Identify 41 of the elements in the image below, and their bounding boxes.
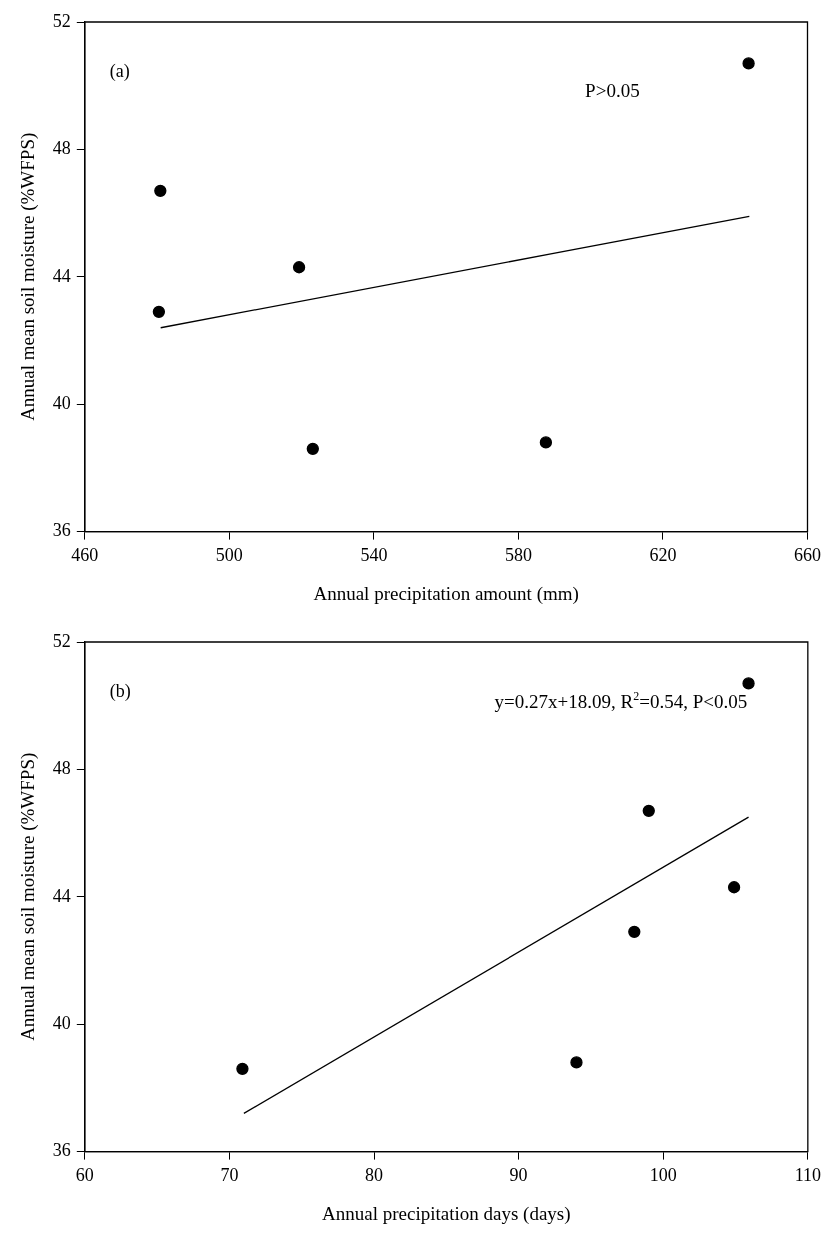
x-tick-label: 660 xyxy=(794,545,821,566)
y-axis-title: Annual mean soil moisture (%WFPS) xyxy=(17,132,40,421)
x-tick-label: 540 xyxy=(360,545,388,566)
x-tick-label: 60 xyxy=(75,1165,94,1186)
x-tick-label: 80 xyxy=(365,1165,384,1186)
y-tick-label: 52 xyxy=(52,10,71,31)
point xyxy=(742,57,755,70)
y-axis-title: Annual mean soil moisture (%WFPS) xyxy=(17,752,40,1041)
x-tick-label: 90 xyxy=(509,1165,528,1186)
point xyxy=(742,677,755,690)
point xyxy=(570,1056,583,1069)
x-tick-label: 580 xyxy=(504,545,532,566)
y-tick-label: 52 xyxy=(52,630,71,651)
x-tick-label: 70 xyxy=(220,1165,239,1186)
x-tick-label: 110 xyxy=(794,1165,822,1186)
point xyxy=(154,184,167,197)
x-axis-title: Annual precipitation amount (mm) xyxy=(313,582,579,605)
y-tick-label: 44 xyxy=(52,885,71,906)
point xyxy=(236,1062,249,1075)
point xyxy=(306,442,319,455)
y-tick-label: 40 xyxy=(52,392,71,413)
y-tick-label: 36 xyxy=(52,1140,71,1161)
point xyxy=(539,436,553,449)
y-tick-label: 48 xyxy=(52,758,71,779)
x-axis-title: Annual precipitation days (days) xyxy=(322,1202,571,1225)
y-tick-label: 40 xyxy=(52,1012,71,1033)
point xyxy=(628,925,641,938)
point xyxy=(292,261,306,274)
point xyxy=(152,305,166,318)
y-tick-label: 44 xyxy=(52,265,71,286)
y-tick-label: 48 xyxy=(52,138,71,159)
x-tick-label: 500 xyxy=(215,545,243,566)
annotation: P>0.05 xyxy=(585,80,640,101)
x-tick-label: 100 xyxy=(649,1165,677,1186)
x-tick-label: 620 xyxy=(649,545,677,566)
annotation: (b) xyxy=(109,681,131,702)
x-tick-label: 460 xyxy=(71,545,99,566)
point xyxy=(727,881,741,894)
point xyxy=(642,804,655,817)
y-tick-label: 36 xyxy=(52,520,71,541)
annotation: (a) xyxy=(109,61,130,82)
